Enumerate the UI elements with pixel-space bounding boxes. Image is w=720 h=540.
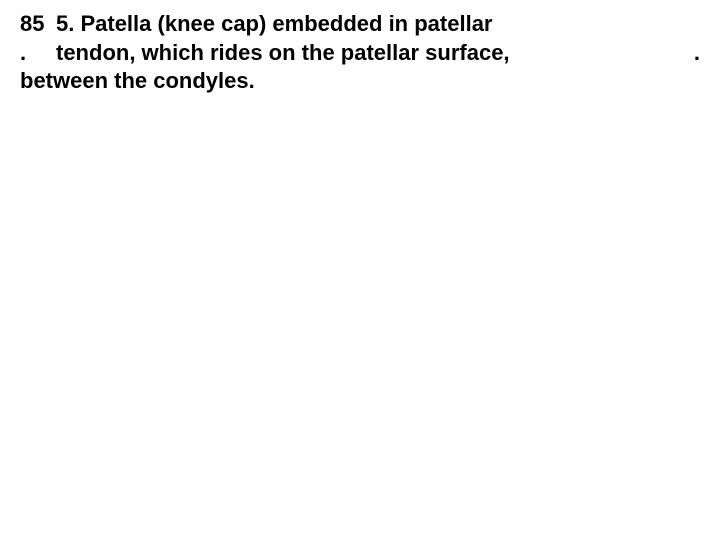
line-2-row: . tendon, which rides on the patellar su… bbox=[20, 39, 700, 68]
line-3-row: between the condyles. bbox=[20, 67, 700, 96]
leading-dot: . bbox=[20, 39, 56, 68]
slide-container: 85 5. Patella (knee cap) embedded in pat… bbox=[0, 0, 720, 540]
page-number: 85 bbox=[20, 10, 56, 39]
line-1-text: 5. Patella (knee cap) embedded in patell… bbox=[56, 10, 700, 39]
trailing-dot: . bbox=[694, 39, 700, 68]
line-2-text: tendon, which rides on the patellar surf… bbox=[56, 39, 676, 68]
line-3-text: between the condyles. bbox=[20, 67, 700, 96]
line-1-row: 85 5. Patella (knee cap) embedded in pat… bbox=[20, 10, 700, 39]
